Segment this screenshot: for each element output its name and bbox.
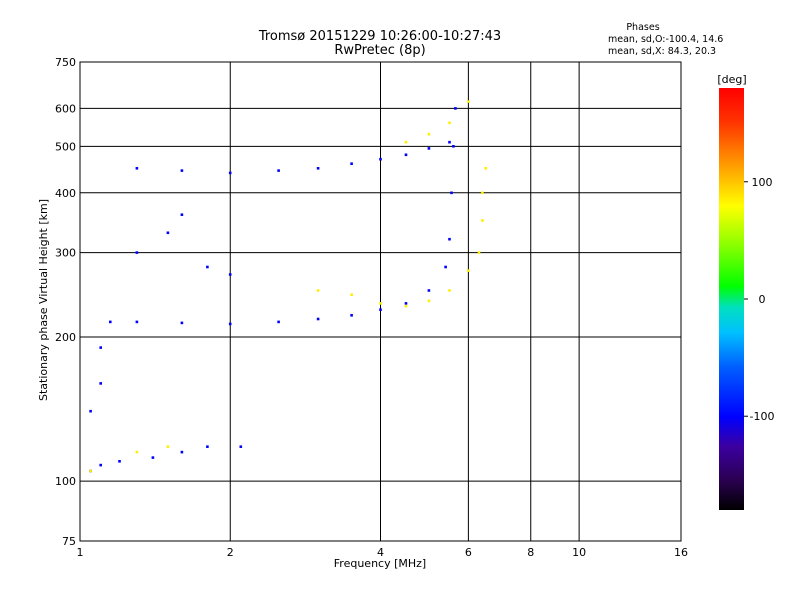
- o-mode-point: [277, 320, 280, 324]
- o-mode-point: [228, 171, 232, 175]
- o-mode-point: [427, 289, 431, 292]
- o-mode-point: [206, 445, 209, 448]
- phases-o-stats: mean, sd,O:-100.4, 14.6: [608, 34, 723, 45]
- y-tick-label: 400: [55, 187, 76, 200]
- x-mode-point: [448, 121, 451, 125]
- y-tick-label: 300: [55, 247, 76, 260]
- x-mode-point: [166, 445, 170, 448]
- x-axis-ticks: 1 2 4 6 8 10 16: [77, 546, 689, 559]
- x-mode-point: [481, 219, 484, 222]
- o-mode-point: [350, 162, 353, 165]
- o-mode-point: [135, 167, 139, 170]
- o-mode-point: [99, 463, 102, 467]
- x-mode-point: [350, 293, 353, 296]
- o-mode-point: [448, 140, 451, 144]
- x-tick-label: 4: [377, 546, 384, 559]
- o-mode-point: [109, 320, 112, 324]
- scatter-points: [89, 100, 487, 473]
- x-tick-label: 6: [465, 546, 472, 559]
- o-mode-point: [379, 157, 382, 161]
- chart-title: Tromsø 20151229 10:26:00-10:27:43: [258, 29, 501, 44]
- y-tick-label: 500: [55, 140, 76, 153]
- o-mode-point: [118, 460, 121, 463]
- o-mode-point: [228, 273, 232, 276]
- o-mode-point: [444, 265, 447, 269]
- colorbar-tick-label: 100: [752, 176, 773, 189]
- o-mode-point: [151, 456, 155, 459]
- o-mode-point: [135, 251, 139, 254]
- x-tick-label: 1: [77, 546, 84, 559]
- o-mode-point: [277, 169, 280, 172]
- x-mode-point: [448, 289, 451, 292]
- x-mode-point: [316, 289, 320, 292]
- o-mode-point: [180, 213, 184, 216]
- phases-heading: Phases: [626, 22, 659, 33]
- o-mode-point: [350, 314, 353, 317]
- o-mode-point: [99, 382, 102, 385]
- y-tick-label: 75: [62, 535, 76, 548]
- x-tick-label: 10: [572, 546, 586, 559]
- x-mode-point: [481, 191, 484, 195]
- y-tick-label: 200: [55, 331, 76, 344]
- x-mode-point: [404, 140, 408, 144]
- colorbar: [719, 88, 744, 510]
- x-mode-point: [379, 302, 382, 305]
- x-tick-label: 8: [527, 546, 534, 559]
- grid: [80, 62, 681, 541]
- x-mode-point: [477, 251, 481, 254]
- x-tick-label: 2: [227, 546, 234, 559]
- x-mode-point: [467, 100, 470, 103]
- o-mode-point: [452, 145, 455, 148]
- y-axis-label: Stationary phase Virtual Height [km]: [37, 199, 50, 401]
- x-mode-point: [467, 269, 470, 272]
- y-tick-label: 600: [55, 102, 76, 115]
- phases-x-stats: mean, sd,X: 84.3, 20.3: [608, 46, 716, 57]
- o-mode-point: [180, 450, 184, 454]
- o-mode-point: [180, 321, 184, 325]
- o-mode-point: [166, 231, 170, 235]
- o-mode-point: [454, 107, 457, 110]
- o-mode-point: [228, 322, 232, 326]
- o-mode-point: [89, 409, 92, 413]
- colorbar-unit-label: [deg]: [717, 73, 746, 86]
- o-mode-point: [448, 237, 451, 241]
- colorbar-ticks: 100 0 -100: [744, 176, 774, 423]
- chart-subtitle: RwPretec (8p): [334, 43, 425, 58]
- o-mode-point: [427, 147, 431, 150]
- o-mode-point: [316, 317, 320, 321]
- o-mode-point: [379, 308, 382, 311]
- x-mode-point: [484, 167, 487, 170]
- x-axis-label: Frequency [MHz]: [334, 557, 426, 570]
- o-mode-point: [180, 169, 184, 172]
- y-axis-ticks: 75 100 200 300 400 500 600 750: [55, 56, 76, 548]
- o-mode-point: [450, 191, 453, 195]
- o-mode-point: [316, 167, 320, 170]
- x-mode-point: [89, 469, 92, 473]
- plot-frame: [79, 61, 682, 542]
- x-mode-point: [135, 450, 139, 454]
- y-tick-label: 750: [55, 56, 76, 69]
- o-mode-point: [239, 445, 243, 448]
- x-mode-point: [427, 299, 431, 303]
- colorbar-tick-label: -100: [750, 410, 775, 423]
- x-mode-point: [427, 132, 431, 136]
- colorbar-tick-label: 0: [759, 293, 766, 306]
- x-mode-point: [404, 304, 408, 308]
- x-tick-label: 16: [674, 546, 688, 559]
- y-tick-label: 100: [55, 475, 76, 488]
- o-mode-point: [404, 302, 408, 305]
- o-mode-point: [135, 320, 139, 324]
- o-mode-point: [404, 153, 408, 157]
- o-mode-point: [99, 346, 102, 349]
- o-mode-point: [206, 265, 209, 269]
